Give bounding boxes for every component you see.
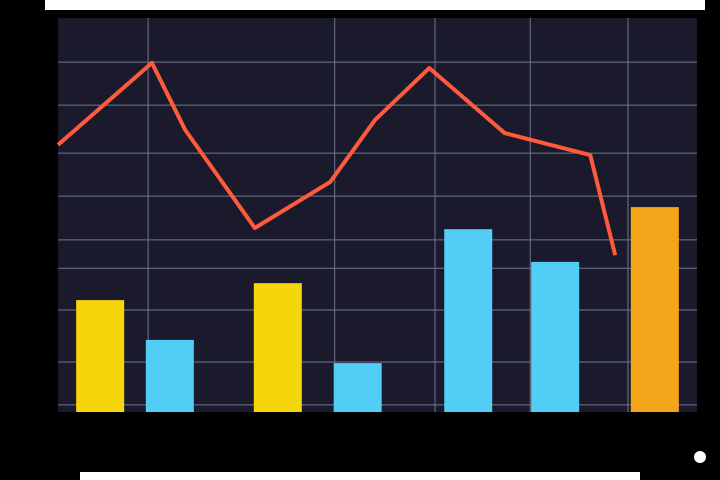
line: [56, 60, 618, 256]
bar: [76, 300, 125, 412]
bar: [145, 339, 194, 412]
bottom-band: [80, 472, 640, 480]
marks: [56, 18, 697, 412]
bar: [444, 229, 493, 412]
bar: [253, 283, 302, 412]
bar: [630, 207, 679, 412]
bar: [333, 363, 382, 412]
bar: [531, 261, 580, 412]
top-band: [45, 0, 705, 10]
dot: [694, 451, 706, 463]
